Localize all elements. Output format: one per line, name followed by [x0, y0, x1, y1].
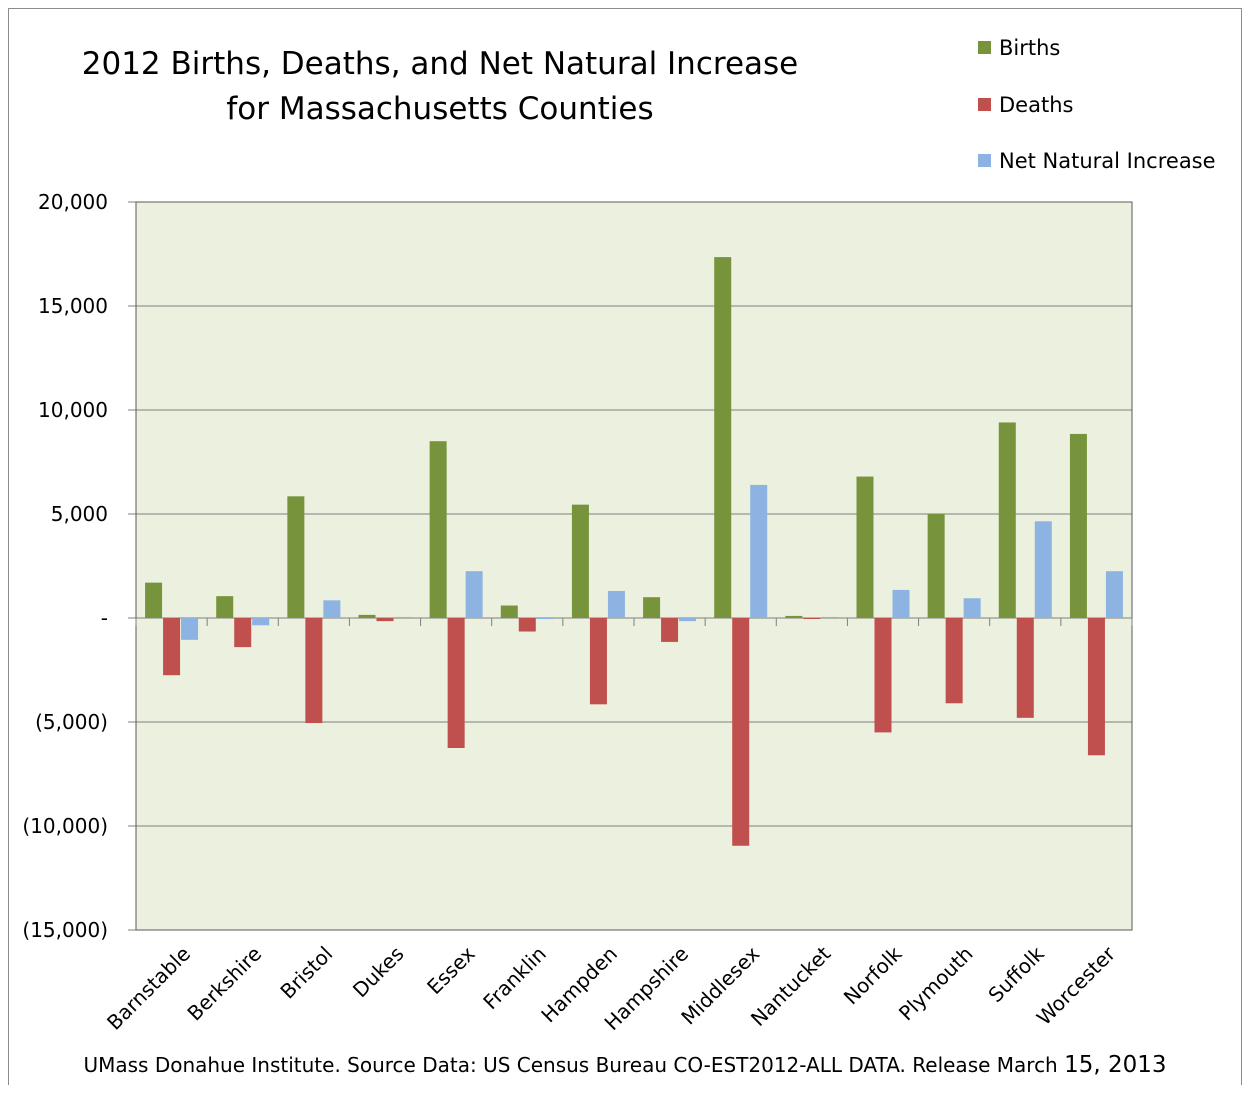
bar-net-natural-increase: [465, 571, 483, 618]
x-category-label: Norfolk: [839, 941, 907, 1009]
chart-frame: [8, 8, 1242, 1085]
bar-net-natural-increase: [679, 618, 697, 622]
y-tick-label: (10,000): [22, 814, 108, 838]
y-tick-label: (15,000): [22, 918, 108, 942]
legend-item-births: Births: [978, 34, 1060, 62]
legend-swatch-net: [978, 154, 991, 167]
x-category-label: Dukes: [348, 942, 409, 1003]
bar-births: [927, 514, 945, 618]
y-tick-label: (5,000): [35, 710, 108, 734]
legend-label-births: Births: [999, 36, 1061, 60]
bar-births: [643, 597, 661, 618]
source-text: UMass Donahue Institute. Source Data: US…: [83, 1053, 1058, 1077]
x-category-label: Barnstable: [102, 942, 195, 1035]
bar-net-natural-increase: [607, 590, 625, 618]
y-tick-label: 20,000: [38, 190, 108, 214]
y-tick-label: 10,000: [38, 398, 108, 422]
bar-births: [1069, 433, 1087, 618]
bar-deaths: [874, 618, 892, 733]
bar-deaths: [447, 618, 465, 748]
legend-label-net: Net Natural Increase: [999, 149, 1216, 173]
legend-swatch-deaths: [978, 98, 991, 111]
chart-title: 2012 Births, Deaths, and Net Natural Inc…: [60, 42, 820, 132]
bar-deaths: [305, 618, 323, 724]
bar-deaths: [732, 618, 750, 846]
bar-deaths: [803, 618, 821, 619]
chart-title-line-2: for Massachusetts Counties: [226, 91, 654, 127]
bar-net-natural-increase: [394, 616, 412, 618]
bar-births: [287, 496, 305, 618]
y-tick-label: 15,000: [38, 294, 108, 318]
bar-births: [998, 422, 1016, 618]
bar-deaths: [945, 618, 963, 704]
source-date: 15, 2013: [1064, 1052, 1167, 1078]
bar-net-natural-increase: [181, 618, 199, 640]
bar-births: [500, 605, 518, 618]
bar-deaths: [518, 618, 536, 632]
x-category-label: Franklin: [478, 942, 551, 1015]
bar-births: [785, 615, 803, 618]
bar-births: [429, 441, 447, 618]
y-tick-label: -: [101, 606, 108, 630]
x-category-label: Berkshire: [182, 942, 266, 1026]
legend-item-net: Net Natural Increase: [978, 147, 1216, 175]
legend-item-deaths: Deaths: [978, 91, 1073, 119]
source-note: UMass Donahue Institute. Source Data: US…: [0, 1052, 1250, 1078]
bar-deaths: [1087, 618, 1105, 756]
legend-swatch-births: [978, 41, 991, 54]
bar-births: [714, 257, 732, 618]
chart-title-line-1: 2012 Births, Deaths, and Net Natural Inc…: [81, 46, 799, 82]
bar-net-natural-increase: [252, 618, 270, 626]
bar-deaths: [376, 618, 394, 622]
bar-net-natural-increase: [1034, 521, 1052, 618]
bar-net-natural-increase: [750, 484, 768, 618]
y-tick-label: 5,000: [51, 502, 108, 526]
bar-net-natural-increase: [323, 600, 341, 618]
bar-net-natural-increase: [821, 616, 839, 618]
plot-area: [136, 202, 1132, 930]
bar-births: [571, 504, 589, 618]
bar-net-natural-increase: [892, 589, 910, 618]
x-category-label: Worcester: [1032, 941, 1121, 1030]
x-category-label: Plymouth: [894, 942, 978, 1026]
legend-label-deaths: Deaths: [999, 93, 1074, 117]
bar-deaths: [589, 618, 607, 705]
bar-deaths: [234, 618, 252, 648]
bar-deaths: [163, 618, 181, 676]
bar-deaths: [1016, 618, 1034, 718]
bar-net-natural-increase: [1105, 571, 1123, 618]
bar-births: [145, 582, 163, 618]
plot-border: [135, 201, 1133, 931]
bar-deaths: [661, 618, 679, 642]
x-category-label: Suffolk: [983, 941, 1049, 1007]
x-category-label: Bristol: [275, 942, 337, 1004]
bar-births: [358, 614, 376, 618]
bar-net-natural-increase: [536, 618, 554, 620]
bar-births: [856, 476, 874, 618]
bar-births: [216, 596, 234, 618]
x-category-label: Essex: [422, 941, 480, 999]
bar-net-natural-increase: [963, 598, 981, 618]
